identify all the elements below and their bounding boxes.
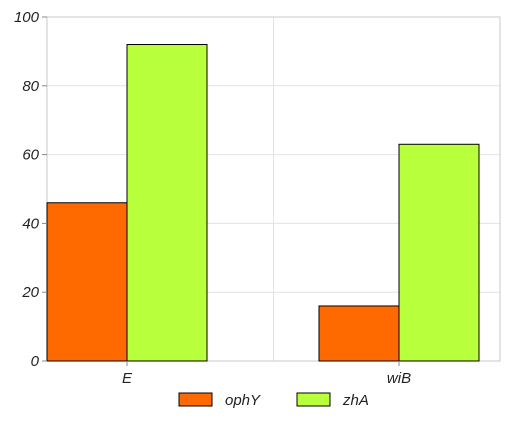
y-tick-label: 80 — [22, 78, 39, 95]
y-tick-label: 100 — [14, 9, 40, 26]
legend-swatch — [296, 392, 331, 407]
y-tick-label: 60 — [22, 147, 39, 164]
legend-item-ophY: ophY — [178, 392, 261, 409]
x-tick-label: wiB — [387, 370, 411, 387]
legend-swatch — [178, 392, 213, 407]
y-axis: 0 20 40 60 80 100 — [14, 9, 47, 370]
bar-ophY-E — [46, 202, 128, 362]
y-tick-label: 0 — [31, 353, 40, 370]
bar-ophY-wiB — [318, 305, 400, 362]
plot-area-frame — [46, 16, 501, 362]
legend-label: zhA — [342, 392, 369, 409]
bars — [46, 44, 480, 362]
bar-zhA-wiB — [398, 143, 480, 362]
legend-label: ophY — [225, 392, 261, 409]
legend-item-zhA: zhA — [296, 392, 369, 409]
y-tick-label: 40 — [22, 215, 39, 232]
bar-zhA-E — [126, 44, 208, 362]
x-tick-label: E — [122, 370, 133, 387]
legend: ophY zhA — [178, 392, 369, 409]
y-tick-label: 20 — [21, 284, 39, 301]
